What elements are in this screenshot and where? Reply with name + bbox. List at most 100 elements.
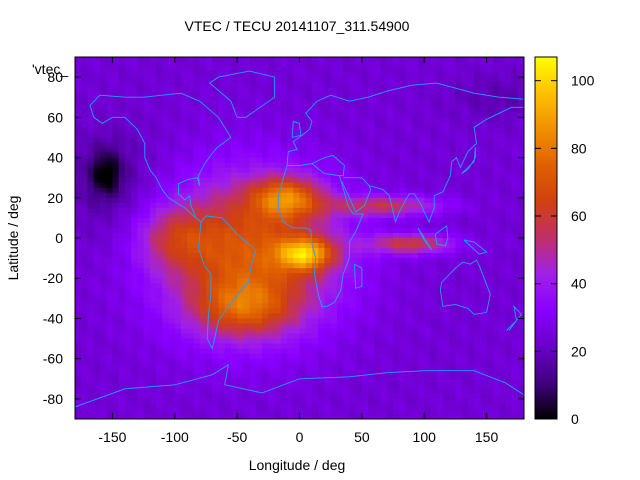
- heatmap-cell: [305, 112, 313, 118]
- heatmap-cell: [417, 338, 425, 345]
- heatmap-cell: [480, 132, 488, 139]
- heatmap-cell: [361, 167, 369, 174]
- heatmap-cell: [511, 328, 519, 335]
- heatmap-cell: [212, 82, 220, 88]
- heatmap-cell: [467, 323, 475, 330]
- heatmap-cell: [262, 298, 269, 304]
- heatmap-cell: [318, 217, 326, 224]
- heatmap-cell: [118, 227, 126, 234]
- heatmap-cell: [193, 177, 201, 184]
- heatmap-cell: [467, 82, 475, 88]
- heatmap-cell: [305, 202, 313, 209]
- heatmap-cell: [75, 87, 82, 93]
- heatmap-cell: [243, 288, 251, 294]
- heatmap-cell: [212, 147, 220, 154]
- heatmap-cell: [243, 358, 251, 365]
- heatmap-cell: [156, 403, 163, 410]
- heatmap-cell: [212, 378, 220, 385]
- heatmap-cell: [93, 62, 101, 68]
- heatmap-cell: [393, 258, 400, 264]
- heatmap-cell: [417, 227, 425, 234]
- heatmap-cell: [349, 253, 357, 259]
- heatmap-cell: [386, 383, 394, 390]
- heatmap-cell: [181, 227, 188, 234]
- heatmap-cell: [75, 378, 82, 385]
- heatmap-cell: [124, 92, 132, 98]
- heatmap-cell: [336, 378, 344, 385]
- heatmap-cell: [243, 328, 251, 335]
- heatmap-cell: [449, 393, 457, 400]
- heatmap-cell: [393, 263, 400, 269]
- heatmap-cell: [81, 97, 89, 103]
- heatmap-cell: [143, 308, 151, 315]
- heatmap-cell: [162, 338, 170, 345]
- heatmap-cell: [380, 97, 388, 103]
- heatmap-cell: [81, 67, 89, 73]
- heatmap-cell: [99, 102, 107, 108]
- heatmap-cell: [311, 212, 319, 219]
- heatmap-cell: [480, 363, 488, 370]
- heatmap-cell: [81, 132, 89, 139]
- heatmap-cell: [193, 308, 201, 315]
- heatmap-cell: [355, 293, 363, 299]
- heatmap-cell: [355, 393, 363, 400]
- heatmap-cell: [143, 388, 151, 395]
- heatmap-cell: [237, 338, 244, 345]
- heatmap-cell: [330, 117, 338, 123]
- heatmap-cell: [436, 243, 444, 249]
- heatmap-cell: [374, 258, 382, 264]
- heatmap-cell: [349, 263, 357, 269]
- heatmap-cell: [156, 303, 163, 309]
- heatmap-cell: [280, 137, 288, 144]
- heatmap-cell: [380, 373, 388, 380]
- heatmap-cell: [193, 358, 201, 365]
- heatmap-cell: [343, 298, 350, 304]
- heatmap-cell: [249, 217, 257, 224]
- heatmap-cell: [162, 57, 170, 63]
- heatmap-cell: [424, 92, 432, 98]
- heatmap-cell: [386, 142, 394, 149]
- heatmap-cell: [474, 82, 481, 88]
- heatmap-cell: [118, 67, 126, 73]
- heatmap-cell: [343, 313, 350, 320]
- heatmap-cell: [449, 243, 457, 249]
- heatmap-cell: [461, 308, 469, 315]
- heatmap-cell: [280, 97, 288, 103]
- heatmap-cell: [106, 388, 114, 395]
- heatmap-cell: [499, 97, 506, 103]
- heatmap-cell: [405, 57, 413, 63]
- heatmap-cell: [174, 207, 182, 214]
- heatmap-cell: [137, 62, 145, 68]
- heatmap-cell: [436, 222, 444, 229]
- heatmap-cell: [517, 182, 524, 189]
- heatmap-cell: [255, 278, 263, 284]
- heatmap-cell: [255, 212, 263, 219]
- heatmap-cell: [461, 288, 469, 294]
- heatmap-cell: [374, 182, 382, 189]
- heatmap-cell: [349, 278, 357, 284]
- heatmap-cell: [311, 268, 319, 274]
- heatmap-cell: [112, 77, 120, 83]
- heatmap-cell: [230, 97, 238, 103]
- heatmap-cell: [268, 383, 276, 390]
- heatmap-cell: [118, 92, 126, 98]
- heatmap-cell: [218, 122, 226, 128]
- heatmap-cell: [187, 157, 195, 164]
- heatmap-cell: [411, 258, 419, 264]
- heatmap-cell: [355, 77, 363, 83]
- heatmap-cell: [455, 192, 463, 199]
- heatmap-cell: [268, 97, 276, 103]
- heatmap-cell: [274, 157, 282, 164]
- heatmap-cell: [249, 112, 257, 118]
- heatmap-cell: [380, 87, 388, 93]
- heatmap-cell: [336, 67, 344, 73]
- heatmap-cell: [237, 283, 244, 289]
- heatmap-cell: [343, 72, 350, 78]
- heatmap-cell: [318, 167, 326, 174]
- heatmap-cell: [87, 217, 95, 224]
- heatmap-cell: [511, 182, 519, 189]
- heatmap-cell: [268, 197, 276, 204]
- heatmap-cell: [374, 187, 382, 194]
- heatmap-cell: [255, 192, 263, 199]
- heatmap-cell: [262, 117, 269, 123]
